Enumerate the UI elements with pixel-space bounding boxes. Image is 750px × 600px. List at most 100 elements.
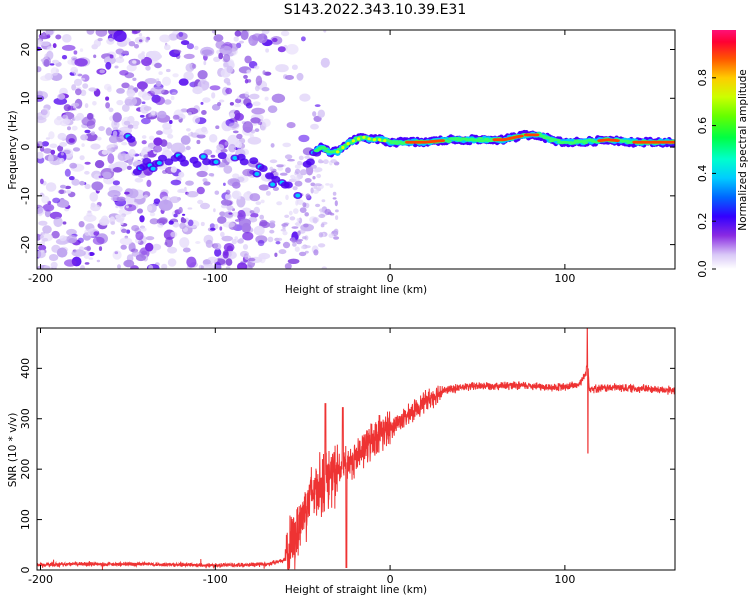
heatmap-noise-cell bbox=[171, 92, 177, 95]
heatmap-noise-cell bbox=[202, 97, 211, 103]
heatmap-noise-cell bbox=[82, 83, 89, 89]
heatmap-noise-cell bbox=[140, 227, 147, 232]
heatmap-noise-cell bbox=[284, 214, 290, 218]
heatmap-noise-cell bbox=[60, 184, 67, 189]
heatmap-noise-cell bbox=[178, 206, 183, 214]
heatmap-noise-cell bbox=[116, 88, 125, 94]
heatmap-noise-cell bbox=[178, 188, 187, 193]
heatmap-noise-cell bbox=[200, 221, 205, 227]
heatmap-trace-cell bbox=[477, 137, 484, 140]
heatmap-noise-cell bbox=[317, 243, 326, 248]
heatmap-noise-cell bbox=[297, 160, 303, 166]
heatmap-noise-cell bbox=[80, 77, 86, 81]
heatmap-noise-cell bbox=[98, 175, 104, 179]
heatmap-noise-cell bbox=[127, 158, 133, 165]
heatmap-trace-cell bbox=[180, 159, 189, 167]
heatmap-noise-cell bbox=[112, 112, 122, 123]
heatmap-y-ticks: -20 -10 0 10 20 bbox=[19, 43, 675, 254]
heatmap-noise-cell bbox=[105, 61, 112, 70]
heatmap-noise-cell bbox=[251, 33, 263, 41]
heatmap-trace-cell bbox=[164, 158, 174, 166]
heatmap-noise-cell bbox=[108, 135, 119, 144]
heatmap-noise-cell bbox=[62, 221, 67, 225]
heatmap-noise-cell bbox=[113, 30, 127, 42]
heatmap-noise-cell bbox=[41, 195, 50, 204]
heatmap-noise-cell bbox=[143, 106, 152, 111]
heatmap-noise-cell bbox=[195, 128, 209, 136]
heatmap-noise-cell bbox=[155, 78, 160, 81]
heatmap-noise-cell bbox=[228, 143, 237, 153]
heatmap-trace-cell bbox=[249, 157, 259, 165]
heatmap-noise-cell bbox=[41, 107, 50, 119]
heatmap-noise-cell bbox=[180, 40, 190, 46]
heatmap-noise-cell bbox=[139, 114, 145, 118]
heatmap-noise-cell bbox=[185, 145, 191, 151]
heatmap-noise-cell bbox=[164, 44, 171, 51]
snr-xtick-label: 0 bbox=[387, 573, 394, 586]
heatmap-noise-cell bbox=[210, 227, 216, 231]
heatmap-noise-cell bbox=[149, 218, 159, 225]
heatmap-noise-cell bbox=[185, 180, 194, 186]
heatmap-noise-cell bbox=[61, 55, 68, 60]
heatmap-noise-cell bbox=[224, 141, 228, 146]
heatmap-noise-cell bbox=[89, 192, 98, 202]
heatmap-noise-cell bbox=[179, 237, 190, 248]
heatmap-noise-cell bbox=[91, 181, 104, 191]
heatmap-noise-cell bbox=[186, 43, 194, 50]
heatmap-noise-cell bbox=[291, 226, 299, 229]
heatmap-noise-cell bbox=[290, 174, 296, 179]
heatmap-noise-cell bbox=[313, 185, 318, 189]
heatmap-noise-cell bbox=[61, 44, 76, 51]
heatmap-trace-peak bbox=[372, 138, 376, 142]
heatmap-noise-cell bbox=[239, 40, 244, 44]
heatmap-noise-cell bbox=[328, 233, 335, 239]
heatmap-noise-cell bbox=[151, 110, 156, 116]
heatmap-noise-cell bbox=[164, 99, 172, 105]
snr-y-ticks: 0 100 200 300 400 bbox=[19, 358, 675, 574]
heatmap-noise-cell bbox=[195, 241, 201, 244]
heatmap-noise-cell bbox=[282, 231, 288, 236]
heatmap-y-label: Frequency (Hz) bbox=[7, 110, 19, 189]
heatmap-noise-cell bbox=[313, 189, 319, 195]
heatmap-noise-cell bbox=[150, 86, 165, 95]
heatmap-noise-cell bbox=[115, 48, 125, 55]
heatmap-trace-cell bbox=[239, 158, 249, 166]
heatmap-noise-cell bbox=[270, 143, 275, 148]
heatmap-noise-cell bbox=[84, 133, 98, 142]
heatmap-noise-cell bbox=[166, 142, 173, 149]
heatmap-noise-cell bbox=[251, 107, 266, 115]
heatmap-noise-cell bbox=[45, 182, 57, 192]
heatmap-noise-cell bbox=[79, 48, 84, 52]
heatmap-noise-cell bbox=[264, 96, 269, 101]
heatmap-noise-cell bbox=[285, 75, 294, 80]
colorbar-tick-label: 0.0 bbox=[696, 260, 709, 278]
heatmap-noise-cell bbox=[178, 78, 189, 86]
heatmap-noise-cell bbox=[253, 225, 265, 236]
heatmap-noise-cell bbox=[192, 86, 203, 95]
heatmap-noise-cell bbox=[187, 207, 193, 210]
heatmap-noise-cell bbox=[119, 70, 129, 76]
heatmap-trace-cell bbox=[393, 142, 400, 145]
heatmap-noise-cell bbox=[209, 223, 215, 229]
heatmap-noise-cell bbox=[143, 154, 149, 159]
heatmap-xtick-label: 0 bbox=[387, 272, 394, 285]
heatmap-noise-cell bbox=[214, 190, 220, 195]
heatmap-noise-cell bbox=[178, 31, 184, 37]
heatmap-noise-cell bbox=[213, 34, 224, 42]
heatmap-noise-cell bbox=[118, 126, 133, 135]
heatmap-noise-cell bbox=[154, 96, 165, 106]
colorbar-tick-label: 0.6 bbox=[696, 117, 709, 135]
heatmap-noise-cell bbox=[132, 77, 137, 82]
heatmap-noise-cell bbox=[141, 140, 147, 145]
heatmap-noise-cell bbox=[81, 116, 96, 126]
heatmap-noise-cell bbox=[122, 50, 129, 55]
heatmap-noise-cell bbox=[121, 141, 128, 146]
heatmap-noise-cell bbox=[321, 199, 326, 203]
heatmap-noise-cell bbox=[168, 33, 179, 41]
heatmap-noise-cell bbox=[134, 44, 139, 49]
heatmap-noise-cell bbox=[92, 101, 97, 106]
heatmap-noise-cell bbox=[223, 54, 231, 63]
heatmap-noise-cell bbox=[279, 172, 288, 176]
heatmap-noise-cell bbox=[257, 239, 265, 247]
